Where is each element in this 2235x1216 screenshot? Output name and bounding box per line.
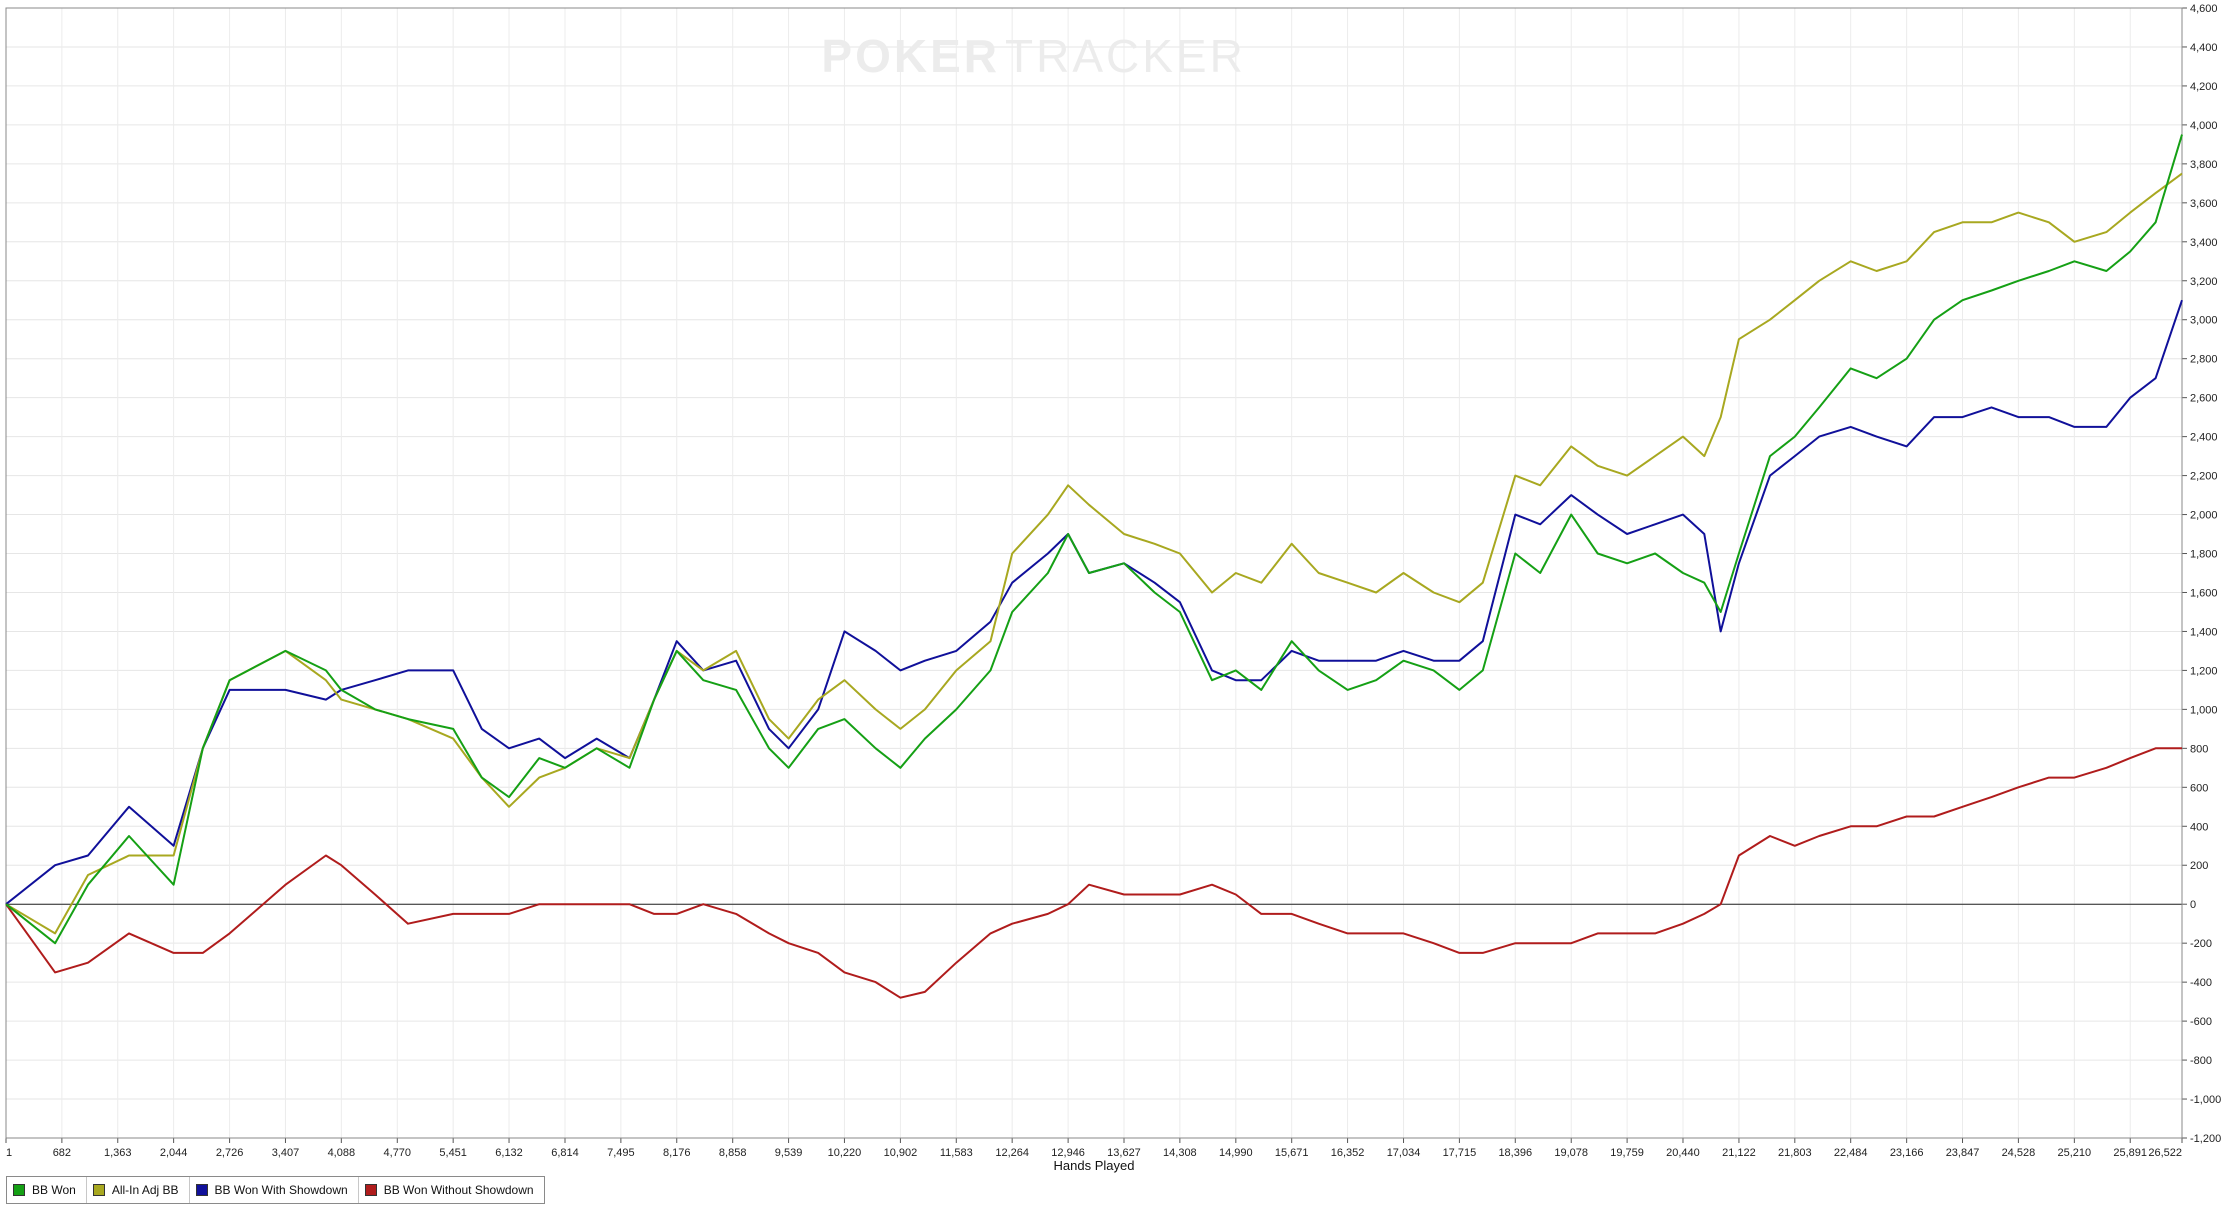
x-tick-label: 4,088 [328,1147,356,1159]
x-tick-label: 6,814 [551,1147,579,1159]
x-tick-label: 17,715 [1443,1147,1477,1159]
x-tick-label: 13,627 [1107,1147,1141,1159]
legend-swatch [364,1184,377,1196]
y-tick-label: 1,200 [2190,665,2218,677]
plot-frame [5,7,2183,1139]
legend-label: BB Won Without Showdown [383,1183,534,1197]
y-tick-label: -1,000 [2190,1094,2221,1106]
y-tick-label: 2,200 [2190,471,2218,483]
x-tick-label: 2,044 [160,1147,188,1159]
x-tick-label: 11,583 [940,1147,973,1159]
x-tick-label: 12,946 [1051,1147,1085,1159]
y-tick-label: -600 [2190,1016,2212,1028]
y-tick-label: 1,400 [2190,626,2218,638]
x-tick-label: 21,122 [1722,1147,1756,1159]
x-tick-label: 2,726 [216,1147,244,1159]
legend-item-bb-won[interactable]: BB Won [7,1177,87,1203]
x-tick-label: 17,034 [1387,1147,1421,1159]
series-lines [5,134,2183,999]
y-tick-label: -800 [2190,1055,2212,1067]
x-tick-label: 23,847 [1946,1147,1980,1159]
series-line-bb-won [5,134,2183,945]
y-tick-label: 400 [2190,821,2208,833]
y-tick-label: 800 [2190,743,2208,755]
y-tick-label: -200 [2190,938,2212,950]
legend-item-bb-won-without-showdown[interactable]: BB Won Without Showdown [359,1177,544,1203]
x-tick-label: 25,210 [2058,1147,2092,1159]
y-tick-label: 3,800 [2190,159,2218,171]
y-tick-label: 2,600 [2190,393,2218,405]
y-tick-label: 1,600 [2190,587,2218,599]
x-tick-label: 9,539 [775,1147,803,1159]
grid [5,7,2183,1139]
x-tick-label: 16,352 [1331,1147,1365,1159]
y-tick-label: 2,800 [2190,354,2218,366]
y-tick-label: 2,400 [2190,432,2218,444]
legend-item-bb-won-with-showdown[interactable]: BB Won With Showdown [190,1177,359,1203]
x-tick-label: 10,902 [884,1147,918,1159]
series-line-bb-won-with-showdown [5,299,2183,905]
y-tick-label: 0 [2190,899,2196,911]
y-tick-label: -1,200 [2190,1133,2221,1145]
y-tick-label: 600 [2190,782,2208,794]
x-tick-label: 20,440 [1666,1147,1700,1159]
series-line-bb-won-without-showdown [5,747,2182,999]
y-tick-label: 3,200 [2190,276,2218,288]
x-tick-label: 6,132 [495,1147,523,1159]
y-tick-label: 4,400 [2190,42,2218,54]
x-tick-label: 26,522 [2148,1147,2182,1159]
y-tick-label: 3,000 [2190,315,2218,327]
x-tick-label: 12,264 [995,1147,1029,1159]
y-tick-label: 3,400 [2190,237,2218,249]
x-tick-label: 3,407 [272,1147,300,1159]
x-tick-label: 18,396 [1498,1147,1532,1159]
x-tick-label: 22,484 [1834,1147,1868,1159]
x-tick-label: 15,671 [1275,1147,1309,1159]
series-line-all-in-adj-bb [5,172,2183,935]
y-tick-label: 4,200 [2190,81,2218,93]
legend-swatch [13,1184,25,1196]
y-tick-label: 200 [2190,860,2208,872]
x-tick-label: 8,176 [663,1147,691,1159]
y-tick-label: 4,600 [2190,3,2218,15]
axes: 4,600 4,400 4,200 4,000 3,800 3,600 3,400 3,200… [5,3,2221,1159]
x-axis-label: Hands Played [1054,1158,1135,1173]
x-tick-label: 1,363 [104,1147,132,1159]
y-tick-label: -400 [2190,977,2212,989]
x-tick-label: 682 [53,1147,71,1159]
legend-item-all-in-adj-bb[interactable]: All-In Adj BB [87,1177,190,1203]
x-tick-label: 19,759 [1610,1147,1644,1159]
legend-swatch [92,1184,105,1196]
watermark-tracker: TRACKER [1005,30,1246,82]
x-tick-label: 24,528 [2002,1147,2036,1159]
x-tick-label: 23,166 [1890,1147,1924,1159]
x-tick-label: 5,451 [439,1147,467,1159]
y-tick-label: 1,000 [2190,704,2218,716]
y-tick-label: 2,000 [2190,510,2218,522]
legend-label: BB Won With Showdown [214,1183,348,1197]
x-tick-label: 21,803 [1778,1147,1812,1159]
x-tick-label: 14,990 [1219,1147,1253,1159]
y-tick-label: 1,800 [2190,549,2218,561]
legend-label: BB Won [32,1183,76,1197]
x-tick-label: 8,858 [719,1147,747,1159]
y-tick-label: 3,600 [2190,198,2218,210]
chart-legend: BB Won All-In Adj BB BB Won With Showdown B… [6,1176,545,1204]
x-tick-label: 10,220 [828,1147,862,1159]
watermark-poker: POKER [821,30,1000,82]
legend-label: All-In Adj BB [111,1183,179,1197]
x-tick-label: 4,770 [384,1147,412,1159]
x-tick-label: 14,308 [1163,1147,1197,1159]
x-tick-label: 1 [6,1147,12,1159]
y-tick-label: 4,000 [2190,120,2218,132]
x-tick-label: 25,891 [2113,1147,2147,1159]
x-tick-label: 7,495 [607,1147,635,1159]
x-tick-label: 19,078 [1554,1147,1588,1159]
legend-swatch [195,1184,208,1196]
